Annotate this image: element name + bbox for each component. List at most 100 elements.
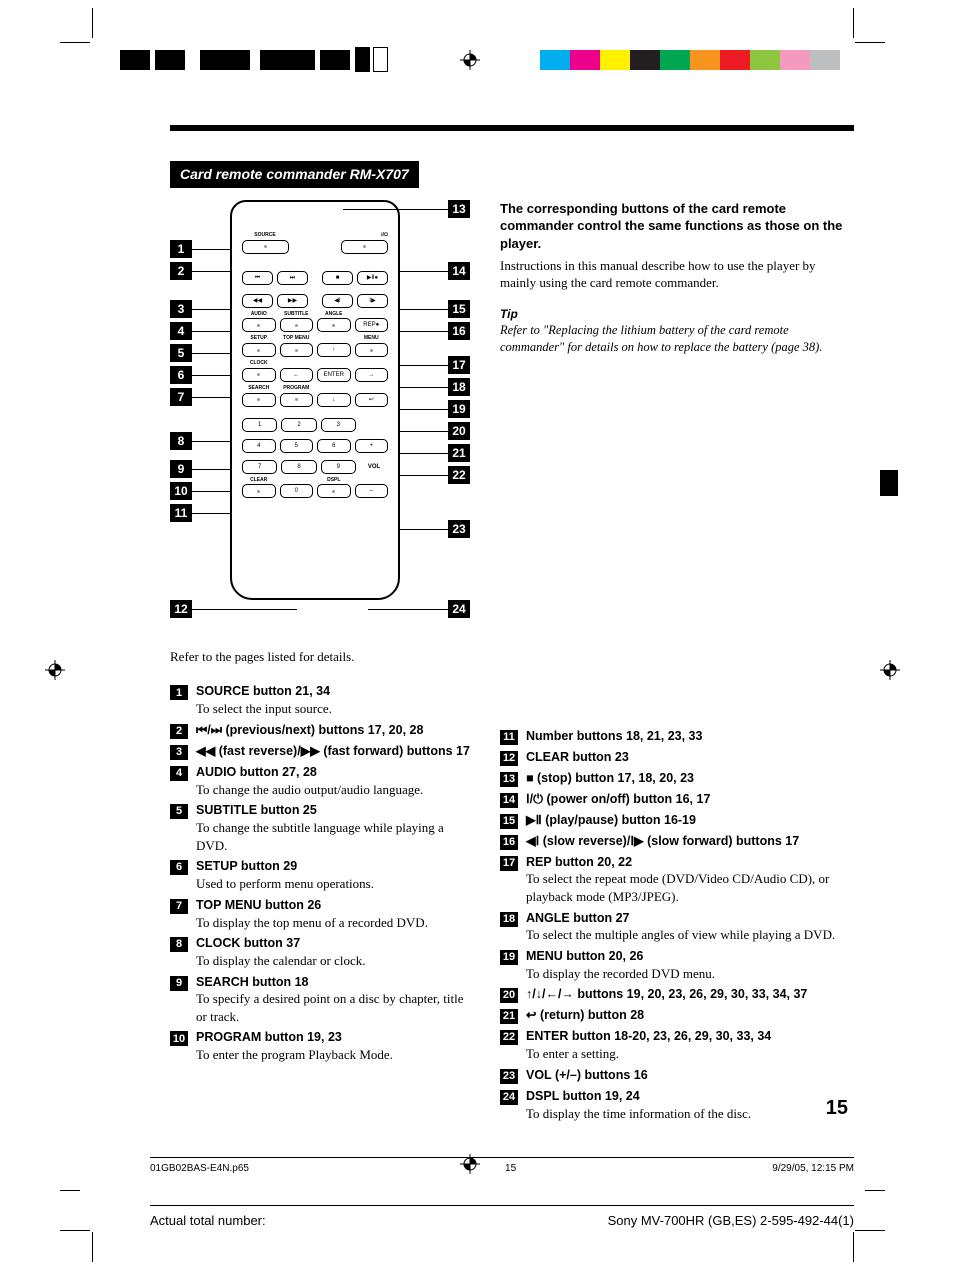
- entry-title: DSPL button 19, 24: [526, 1088, 854, 1105]
- entry-number: 9: [170, 976, 188, 991]
- top-rule: [170, 125, 854, 131]
- entry-desc: To enter the program Playback Mode.: [196, 1046, 470, 1064]
- remote-body: SOURCEⅠ/⏻ ⏮⏭■▶Ⅱ● ◀◀▶▶◀ⅠⅠ▶ AUDIOSUBTITLEA…: [230, 200, 400, 600]
- entry-number: 13: [500, 772, 518, 787]
- entry-title: PROGRAM button 19, 23: [196, 1029, 470, 1046]
- tip-heading: Tip: [500, 306, 854, 322]
- entry-desc: To select the multiple angles of view wh…: [526, 926, 854, 944]
- reg-mark-icon: [460, 50, 480, 70]
- entry-item: 12 CLEAR button 23: [500, 749, 854, 766]
- entry-item: 15 ▶Ⅱ (play/pause) button 16-19: [500, 812, 854, 829]
- entry-number: 23: [500, 1069, 518, 1084]
- entry-title: SOURCE button 21, 34: [196, 683, 470, 700]
- remote-diagram: 1 2 3 4 5 6 7 8 9 10 11 12 13 14 15 16: [170, 200, 470, 640]
- footer-filename: 01GB02BAS-E4N.p65: [150, 1162, 249, 1176]
- entry-item: 18 ANGLE button 27 To select the multipl…: [500, 910, 854, 944]
- entry-number: 4: [170, 766, 188, 781]
- entry-item: 4 AUDIO button 27, 28 To change the audi…: [170, 764, 470, 798]
- entry-item: 21 ↩ (return) button 28: [500, 1007, 854, 1024]
- entry-item: 9 SEARCH button 18 To specify a desired …: [170, 974, 470, 1026]
- entry-title: SUBTITLE button 25: [196, 802, 470, 819]
- entry-title: Ⅰ/⏻ (power on/off) button 16, 17: [526, 791, 854, 808]
- entry-number: 18: [500, 912, 518, 927]
- thumb-tab: [880, 470, 898, 496]
- entry-desc: To display the calendar or clock.: [196, 952, 470, 970]
- entry-desc: To enter a setting.: [526, 1045, 854, 1063]
- entry-title: CLOCK button 37: [196, 935, 470, 952]
- entry-desc: To display the time information of the d…: [526, 1105, 854, 1123]
- entry-number: 3: [170, 745, 188, 760]
- entry-title: ↩ (return) button 28: [526, 1007, 854, 1024]
- entry-title: Number buttons 18, 21, 23, 33: [526, 728, 854, 745]
- footer-date: 9/29/05, 12:15 PM: [772, 1162, 854, 1176]
- intro-heading: The corresponding buttons of the card re…: [500, 200, 854, 253]
- entry-number: 12: [500, 751, 518, 766]
- entry-item: 23 VOL (+/–) buttons 16: [500, 1067, 854, 1084]
- footer-left: Actual total number:: [150, 1212, 266, 1230]
- entry-desc: To select the input source.: [196, 700, 470, 718]
- entry-number: 16: [500, 835, 518, 850]
- section-title: Card remote commander RM-X707: [170, 161, 419, 188]
- entry-desc: To display the top menu of a recorded DV…: [196, 914, 470, 932]
- entry-number: 21: [500, 1009, 518, 1024]
- column-left: 1 2 3 4 5 6 7 8 9 10 11 12 13 14 15 16: [170, 200, 470, 1126]
- reg-mark-icon: [880, 660, 900, 680]
- entry-desc: To change the audio output/audio languag…: [196, 781, 470, 799]
- entry-desc: To select the repeat mode (DVD/Video CD/…: [526, 870, 854, 905]
- entry-item: 2 ⏮/⏭ (previous/next) buttons 17, 20, 28: [170, 722, 470, 739]
- tip-body: Refer to "Replacing the lithium battery …: [500, 322, 854, 356]
- entry-title: SETUP button 29: [196, 858, 470, 875]
- column-right: The corresponding buttons of the card re…: [500, 200, 854, 1126]
- entry-item: 16 ◀Ⅰ (slow reverse)/Ⅰ▶ (slow forward) b…: [500, 833, 854, 850]
- entry-number: 2: [170, 724, 188, 739]
- entry-title: CLEAR button 23: [526, 749, 854, 766]
- entry-title: ◀Ⅰ (slow reverse)/Ⅰ▶ (slow forward) butt…: [526, 833, 854, 850]
- entry-title: ↑/↓/←/→ buttons 19, 20, 23, 26, 29, 30, …: [526, 986, 854, 1003]
- entry-item: 10 PROGRAM button 19, 23 To enter the pr…: [170, 1029, 470, 1063]
- entry-item: 22 ENTER button 18-20, 23, 26, 29, 30, 3…: [500, 1028, 854, 1062]
- entry-item: 13 ■ (stop) button 17, 18, 20, 23: [500, 770, 854, 787]
- entry-item: 20 ↑/↓/←/→ buttons 19, 20, 23, 26, 29, 3…: [500, 986, 854, 1003]
- entry-item: 11 Number buttons 18, 21, 23, 33: [500, 728, 854, 745]
- entry-number: 17: [500, 856, 518, 871]
- entry-desc: Used to perform menu operations.: [196, 875, 470, 893]
- entry-title: VOL (+/–) buttons 16: [526, 1067, 854, 1084]
- footer-page: 15: [505, 1162, 516, 1176]
- entry-number: 7: [170, 899, 188, 914]
- entry-item: 1 SOURCE button 21, 34 To select the inp…: [170, 683, 470, 717]
- entry-number: 1: [170, 685, 188, 700]
- entry-number: 20: [500, 988, 518, 1003]
- entry-title: ENTER button 18-20, 23, 26, 29, 30, 33, …: [526, 1028, 854, 1045]
- entry-title: ⏮/⏭ (previous/next) buttons 17, 20, 28: [196, 722, 470, 739]
- entry-number: 10: [170, 1031, 188, 1046]
- entry-title: REP button 20, 22: [526, 854, 854, 871]
- entry-item: 6 SETUP button 29 Used to perform menu o…: [170, 858, 470, 892]
- entry-number: 5: [170, 804, 188, 819]
- page: Card remote commander RM-X707 1 2 3 4 5 …: [0, 0, 954, 1270]
- entry-number: 15: [500, 814, 518, 829]
- entry-item: 14 Ⅰ/⏻ (power on/off) button 16, 17: [500, 791, 854, 808]
- entry-title: TOP MENU button 26: [196, 897, 470, 914]
- page-number: 15: [826, 1095, 848, 1122]
- entry-number: 8: [170, 937, 188, 952]
- entry-item: 7 TOP MENU button 26 To display the top …: [170, 897, 470, 931]
- entry-number: 24: [500, 1090, 518, 1105]
- entry-title: ▶Ⅱ (play/pause) button 16-19: [526, 812, 854, 829]
- footer-right: Sony MV-700HR (GB,ES) 2-595-492-44(1): [608, 1212, 854, 1230]
- entry-list-right: 11 Number buttons 18, 21, 23, 33 12 CLEA…: [500, 728, 854, 1123]
- entry-desc: To change the subtitle language while pl…: [196, 819, 470, 854]
- entry-number: 19: [500, 950, 518, 965]
- entry-item: 19 MENU button 20, 26 To display the rec…: [500, 948, 854, 982]
- entry-title: ANGLE button 27: [526, 910, 854, 927]
- entry-item: 24 DSPL button 19, 24 To display the tim…: [500, 1088, 854, 1122]
- entry-title: ■ (stop) button 17, 18, 20, 23: [526, 770, 854, 787]
- entry-list-left: 1 SOURCE button 21, 34 To select the inp…: [170, 683, 470, 1063]
- entry-item: 5 SUBTITLE button 25 To change the subti…: [170, 802, 470, 854]
- entry-number: 11: [500, 730, 518, 745]
- content-area: Card remote commander RM-X707 1 2 3 4 5 …: [170, 125, 854, 1170]
- entry-title: ◀◀ (fast reverse)/▶▶ (fast forward) butt…: [196, 743, 470, 760]
- entry-title: SEARCH button 18: [196, 974, 470, 991]
- entry-desc: To display the recorded DVD menu.: [526, 965, 854, 983]
- entry-number: 22: [500, 1030, 518, 1045]
- reference-text: Refer to the pages listed for details.: [170, 648, 470, 666]
